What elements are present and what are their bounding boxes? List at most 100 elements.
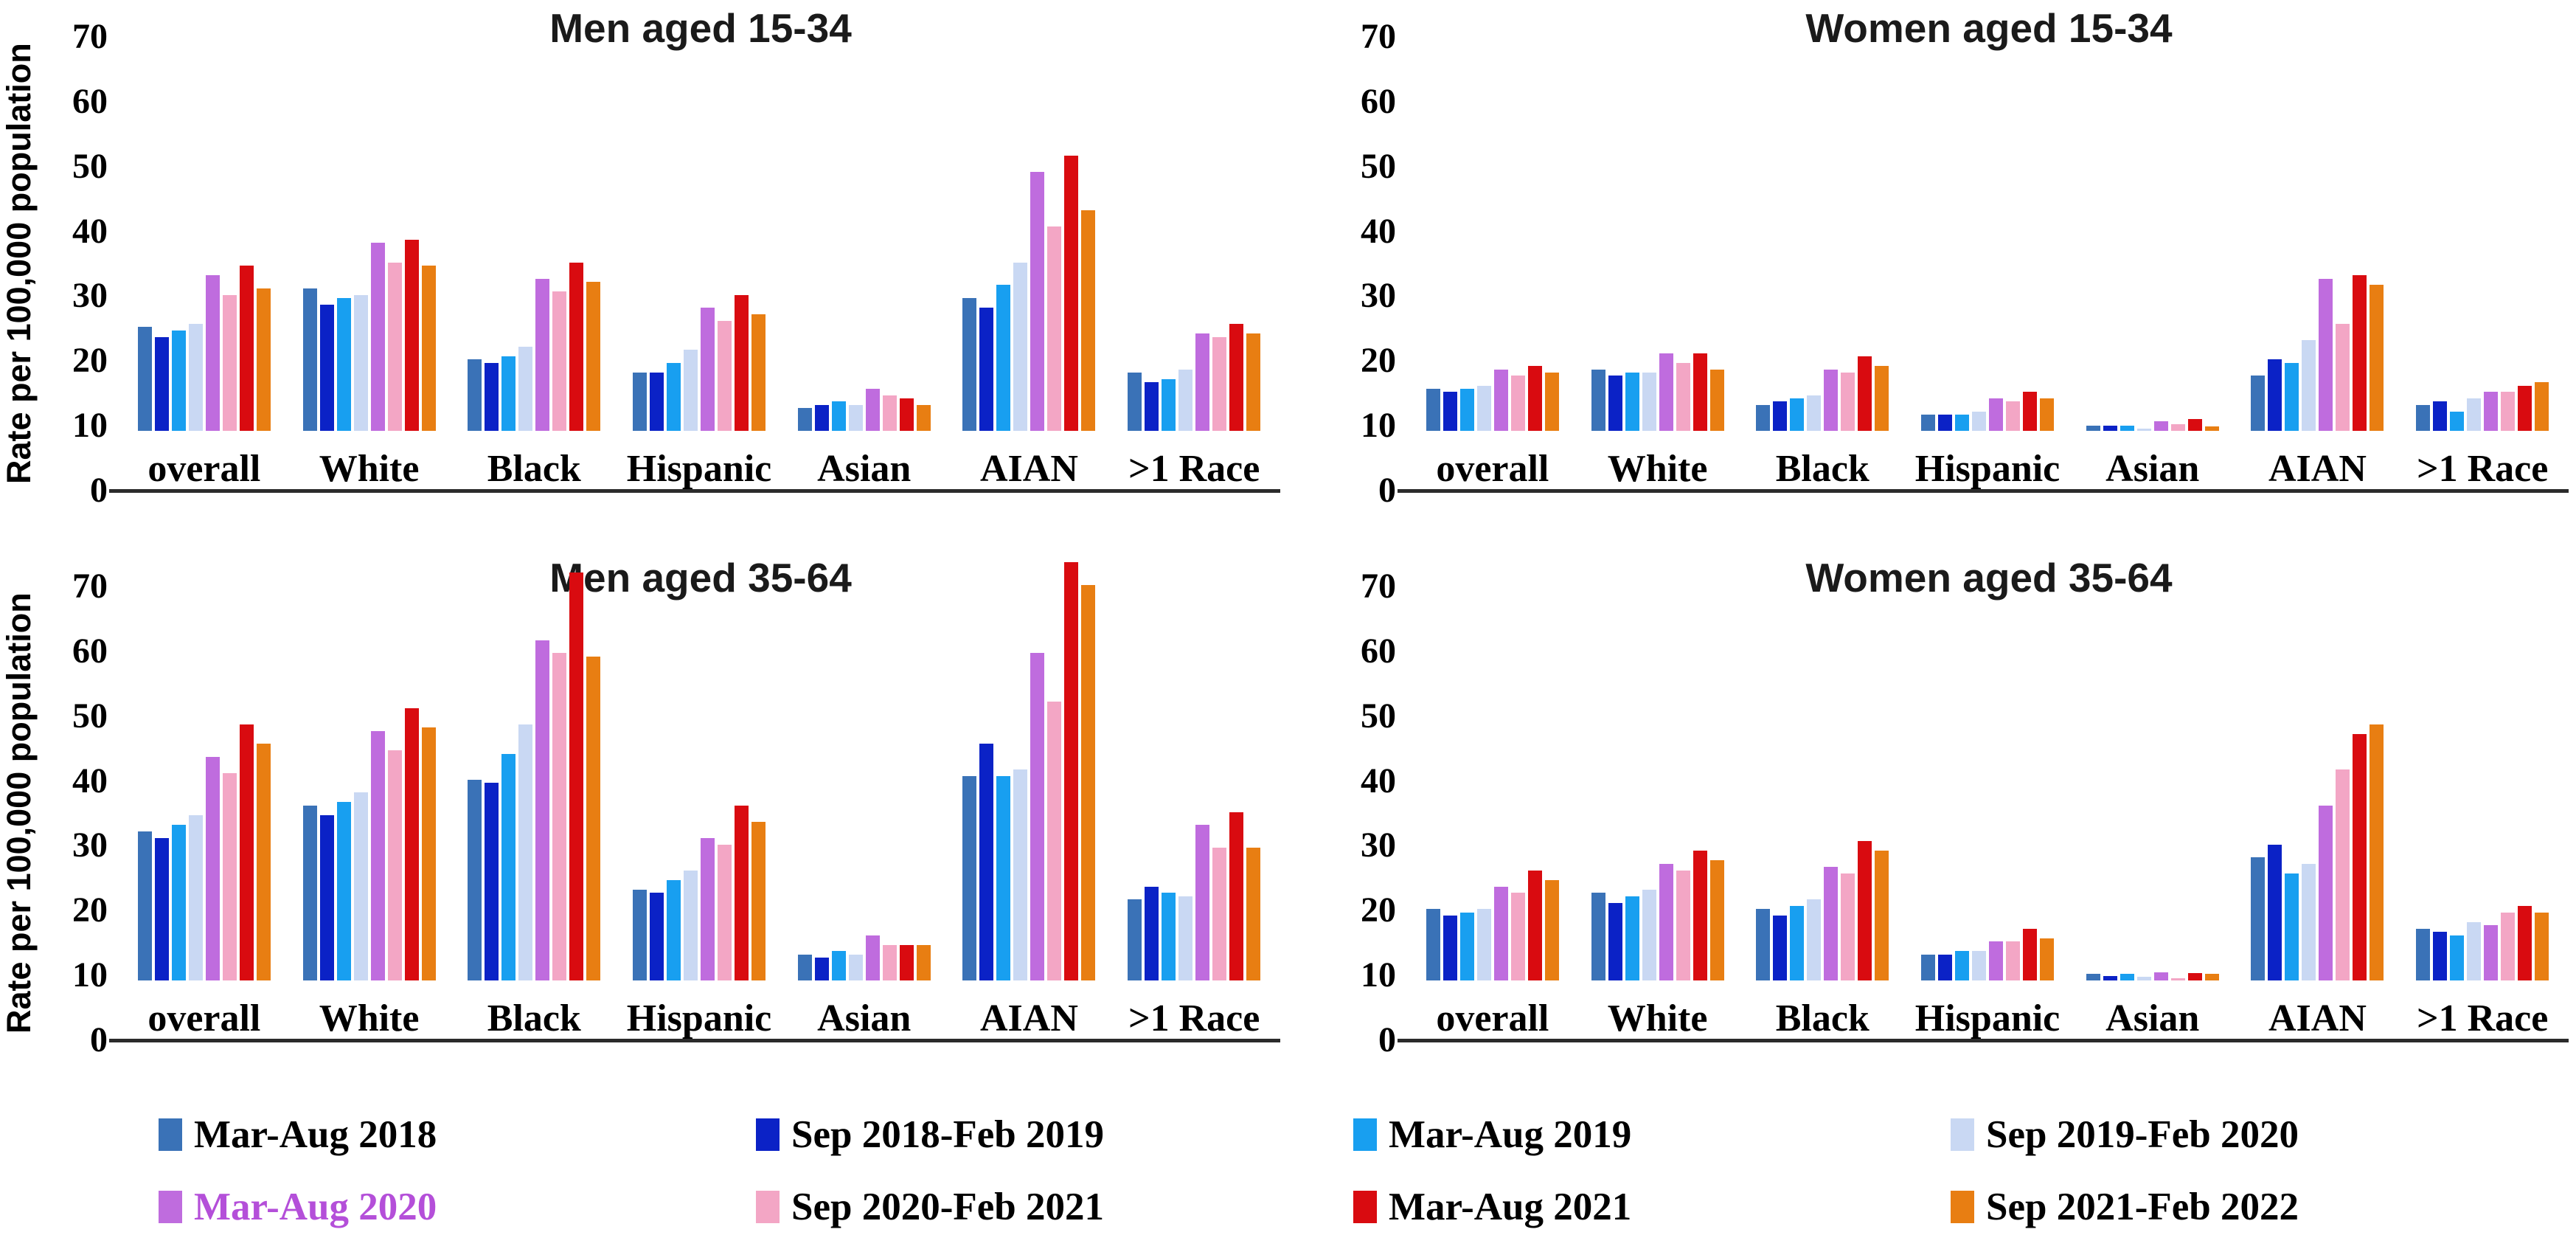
- category-group: overall: [122, 37, 287, 491]
- bar: [468, 359, 482, 431]
- bar-group: [962, 562, 1096, 980]
- bar: [2023, 392, 2038, 431]
- bar: [2136, 429, 2151, 431]
- bar-group: [137, 587, 271, 980]
- legend-item: Mar-Aug 2021: [1353, 1185, 1951, 1229]
- bar: [205, 756, 220, 980]
- bar: [814, 958, 829, 980]
- y-axis-ticks: 0 10 20 30 40 50 60 70: [0, 550, 108, 1099]
- category-label: >1 Race: [1128, 997, 1260, 1039]
- bar: [1459, 388, 1474, 431]
- y-tick-label: 10: [1361, 406, 1396, 446]
- bar: [751, 821, 766, 980]
- bar: [535, 278, 550, 431]
- bar-group: [1756, 587, 1889, 980]
- y-tick-label: 10: [1361, 955, 1396, 995]
- bar: [1676, 362, 1690, 431]
- category-group: Asian: [2070, 37, 2235, 491]
- bar: [319, 814, 334, 980]
- legend-swatch: [1951, 1191, 1974, 1223]
- bar: [2353, 734, 2367, 980]
- bar: [667, 879, 681, 980]
- bar: [485, 362, 499, 431]
- bar-group: [468, 37, 601, 431]
- bar-group: [633, 37, 766, 431]
- bar-group: [302, 37, 436, 431]
- bar: [1162, 378, 1176, 431]
- bar: [370, 243, 385, 431]
- bar: [1676, 870, 1690, 980]
- bar: [1443, 392, 1457, 431]
- category-group: >1 Race: [1111, 587, 1277, 1040]
- category-group: Hispanic: [617, 37, 782, 491]
- y-tick-label: 10: [72, 955, 108, 995]
- legend-item: Mar-Aug 2020: [159, 1185, 756, 1229]
- category-label: overall: [147, 448, 261, 490]
- bar: [468, 779, 482, 980]
- bar-group: [2251, 37, 2384, 431]
- bar: [387, 262, 402, 431]
- bar: [2484, 392, 2499, 431]
- y-tick-label: 40: [1361, 211, 1396, 251]
- category-label: Hispanic: [626, 997, 772, 1039]
- bar: [2467, 921, 2482, 980]
- y-tick-label: 60: [72, 631, 108, 671]
- bar: [586, 281, 601, 431]
- bar-group: [2086, 37, 2219, 431]
- bar: [302, 805, 317, 980]
- bar: [2120, 974, 2134, 980]
- bar: [421, 727, 436, 980]
- category-label: White: [319, 448, 420, 490]
- y-tick-label: 60: [1361, 631, 1396, 671]
- y-tick-label: 10: [72, 406, 108, 446]
- bar: [1858, 356, 1872, 431]
- legend-item: Sep 2021-Feb 2022: [1951, 1185, 2548, 1229]
- bar: [1426, 388, 1440, 431]
- category-group: Asian: [782, 587, 947, 1040]
- bar: [1476, 909, 1491, 980]
- category-group: Hispanic: [1905, 587, 2070, 1040]
- bar-group: [1921, 587, 2055, 980]
- category-label: White: [319, 997, 420, 1039]
- bar-group: [1591, 587, 1724, 980]
- bar: [1128, 372, 1142, 431]
- category-label: White: [1607, 997, 1708, 1039]
- y-axis-ticks: 0 10 20 30 40 50 60 70: [1288, 0, 1396, 550]
- bar: [1195, 333, 1210, 431]
- legend-item: Sep 2019-Feb 2020: [1951, 1113, 2548, 1157]
- panel-women-15-34: Women aged 15-34 0 10 20 30 40 50 60 70 overall…: [1288, 0, 2576, 550]
- bar: [1773, 916, 1788, 980]
- bar: [1030, 653, 1045, 980]
- bar: [650, 372, 664, 431]
- bar-group: [797, 37, 931, 431]
- bar: [552, 653, 567, 980]
- bar: [718, 844, 732, 980]
- bar: [633, 372, 648, 431]
- y-tick-label: 0: [90, 1020, 108, 1059]
- y-tick-label: 30: [1361, 826, 1396, 865]
- bar: [2170, 424, 2185, 431]
- category-label: Asian: [2105, 997, 2200, 1039]
- bar: [1443, 916, 1457, 980]
- bar: [1790, 905, 1805, 980]
- category-group: White: [287, 37, 452, 491]
- bar-group: [1921, 37, 2055, 431]
- category-group: Black: [451, 37, 617, 491]
- bar: [1212, 847, 1227, 980]
- bar: [2302, 340, 2316, 431]
- legend-label: Sep 2021-Feb 2022: [1986, 1186, 2299, 1228]
- bar: [1493, 369, 1508, 431]
- legend-label: Sep 2018-Feb 2019: [791, 1113, 1104, 1156]
- bar: [1642, 372, 1656, 431]
- bar: [684, 870, 698, 980]
- bar: [1246, 333, 1261, 431]
- bar: [336, 802, 351, 980]
- bar: [1544, 372, 1559, 431]
- y-tick-label: 50: [1361, 146, 1396, 186]
- legend-swatch: [1353, 1191, 1377, 1223]
- panel-men-15-34: Rate per 100,000 population Men aged 15-…: [0, 0, 1288, 550]
- plot-area: overall White Black Hispanic Asian AIAN >1 Rac…: [1410, 587, 2565, 1040]
- bar: [2370, 285, 2384, 431]
- bar: [701, 308, 715, 431]
- bar: [2285, 873, 2299, 980]
